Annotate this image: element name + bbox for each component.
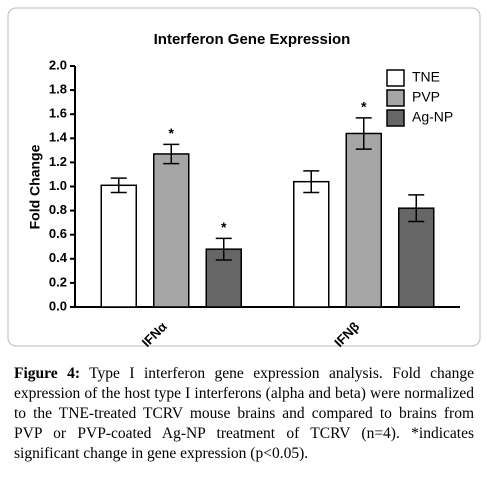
- y-tick-label: 0.2: [49, 274, 67, 289]
- legend-label: PVP: [412, 89, 440, 105]
- caption-label: Figure 4:: [14, 365, 80, 382]
- y-tick-label: 1.4: [49, 130, 68, 145]
- x-tick-label: IFNα: [139, 319, 170, 350]
- y-tick-label: 1.8: [49, 82, 67, 97]
- chart-title: Interferon Gene Expression: [154, 31, 351, 48]
- legend-swatch: [386, 89, 405, 107]
- legend-swatch: [386, 109, 405, 127]
- y-axis-label: Fold Change: [27, 144, 43, 229]
- bar: [153, 153, 190, 308]
- x-tick-label: IFNβ: [331, 319, 362, 350]
- significance-marker: *: [221, 219, 227, 235]
- y-tick-label: 0.4: [49, 250, 68, 265]
- y-tick-label: 0.0: [49, 298, 67, 313]
- bar: [345, 132, 382, 308]
- legend-swatch: [386, 69, 405, 87]
- significance-marker: *: [169, 125, 175, 141]
- y-tick-label: 0.6: [49, 226, 67, 241]
- chart-frame: [7, 7, 481, 347]
- legend-label: TNE: [412, 69, 440, 85]
- caption-text: Type I interferon gene expression analys…: [14, 365, 474, 462]
- legend-label: Ag-NP: [412, 109, 453, 125]
- y-tick-label: 1.6: [49, 106, 67, 121]
- bar: [100, 184, 137, 308]
- chart: Interferon Gene Expression Fold Change 0…: [7, 7, 481, 350]
- bar: [293, 180, 330, 308]
- y-tick-label: 1.2: [49, 154, 67, 169]
- bar: [398, 207, 435, 308]
- y-tick-label: 2.0: [49, 57, 67, 72]
- y-tick-label: 0.8: [49, 202, 67, 217]
- caption: Figure 4: Type I interferon gene express…: [14, 364, 474, 464]
- significance-marker: *: [361, 99, 367, 115]
- y-tick-label: 1.0: [49, 178, 67, 193]
